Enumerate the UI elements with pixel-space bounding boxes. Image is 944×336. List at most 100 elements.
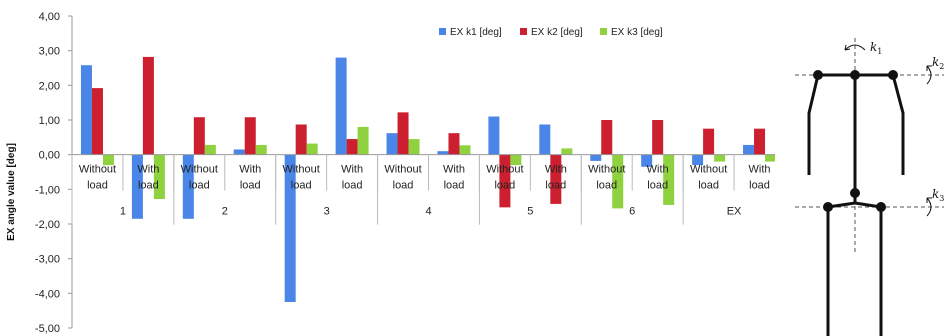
- bar-3-11: [612, 154, 624, 209]
- k2-label: k2: [932, 55, 944, 71]
- bar-chart: 4,00 3,00 2,00 1,00 0,00 -1,00 -2,00 -3,00 -4,00…: [6, 11, 775, 335]
- bar-3-1: [102, 154, 114, 166]
- bar-2-10: [550, 154, 562, 204]
- bar-1-9: [488, 116, 500, 155]
- category-label: With: [647, 164, 669, 176]
- category-label: load: [393, 180, 414, 192]
- bar-2-5: [295, 124, 307, 155]
- y-tick-label: 1,00: [39, 115, 60, 127]
- y-tick-label: 2,00: [39, 80, 60, 92]
- category-label: Without: [283, 164, 320, 176]
- category-label: With: [545, 164, 567, 176]
- category-label: Without: [79, 164, 116, 176]
- bar-3-3: [204, 144, 216, 155]
- k3-arrow-head: [926, 197, 932, 203]
- bar-2-13: [703, 128, 715, 155]
- bar-3-10: [561, 148, 573, 155]
- group-label: 4: [425, 206, 431, 218]
- bar-2-4: [244, 117, 256, 155]
- legend-label-1: EX k1 [deg]: [450, 27, 502, 38]
- bar-1-7: [386, 133, 398, 155]
- bar-2-12: [652, 120, 664, 155]
- right-arm: [891, 74, 905, 175]
- category-label: With: [239, 164, 261, 176]
- bar-2-8: [448, 133, 460, 155]
- group-label: 6: [629, 206, 635, 218]
- y-tick-label: -3,00: [35, 254, 60, 266]
- category-label: load: [698, 180, 719, 192]
- category-label: load: [291, 180, 312, 192]
- y-tick-label: 4,00: [39, 11, 60, 23]
- lower-spine-joint: [850, 188, 860, 198]
- y-tick-label: 0,00: [39, 150, 60, 162]
- category-label: load: [647, 180, 668, 192]
- k1-rotation-arrow: [844, 44, 866, 51]
- category-label: With: [341, 164, 363, 176]
- bar-1-1: [80, 65, 92, 155]
- category-label: Without: [690, 164, 727, 176]
- category-label: load: [749, 180, 770, 192]
- legend-label-3: EX k3 [deg]: [611, 27, 663, 38]
- category-label: With: [443, 164, 465, 176]
- bar-3-9: [510, 154, 522, 166]
- y-tick-label: -2,00: [35, 219, 60, 231]
- bar-1-2: [131, 154, 143, 219]
- category-label: load: [189, 180, 210, 192]
- category-label: With: [137, 164, 159, 176]
- legend-swatch-1: [439, 28, 446, 35]
- bar-1-6: [335, 57, 347, 155]
- category-label: load: [545, 180, 566, 192]
- bar-3-13: [714, 154, 726, 162]
- bar-2-7: [397, 112, 409, 155]
- y-tick-label: 3,00: [39, 46, 60, 58]
- left-arm: [807, 74, 820, 175]
- bar-1-13: [692, 154, 704, 166]
- k3-rotation-arrow: [926, 197, 932, 217]
- skeleton-figure: k1 k2 k3: [795, 38, 944, 336]
- bar-3-7: [408, 139, 420, 155]
- bar-1-14: [743, 144, 755, 155]
- category-labels: Without load With load 1 Without load With load 2…: [71, 154, 771, 225]
- k2-arrow-head: [926, 65, 932, 71]
- bar-1-5: [284, 154, 296, 302]
- category-label: load: [596, 180, 617, 192]
- bar-3-12: [663, 154, 675, 205]
- k2-rotation-arrow: [926, 65, 932, 85]
- neck-joint: [850, 70, 860, 80]
- right-shoulder-joint: [888, 70, 898, 80]
- y-axis-ticks: 4,00 3,00 2,00 1,00 0,00 -1,00 -2,00 -3,00 -4,00…: [35, 11, 72, 335]
- category-label: load: [138, 180, 159, 192]
- bar-2-1: [91, 88, 103, 155]
- category-label: load: [240, 180, 261, 192]
- bar-1-8: [437, 151, 449, 155]
- bar-3-14: [765, 154, 775, 162]
- y-tick-label: -5,00: [35, 323, 60, 335]
- bar-1-12: [641, 154, 653, 167]
- bar-2-6: [346, 139, 358, 155]
- k1-label: k1: [870, 40, 882, 56]
- category-label: Without: [181, 164, 218, 176]
- legend-label-2: EX k2 [deg]: [531, 27, 583, 38]
- bar-1-11: [590, 154, 602, 161]
- bar-3-2: [153, 154, 165, 200]
- legend-swatch-2: [520, 28, 527, 35]
- bar-3-6: [357, 126, 369, 155]
- bar-3-8: [459, 145, 471, 155]
- y-tick-label: -1,00: [35, 184, 60, 196]
- y-axis-label: EX angle value [deg]: [6, 143, 17, 241]
- category-label: Without: [486, 164, 523, 176]
- category-label: load: [444, 180, 465, 192]
- k1-arrow-head: [844, 44, 851, 51]
- category-label: load: [87, 180, 108, 192]
- category-label: load: [342, 180, 363, 192]
- bar-2-2: [142, 56, 154, 155]
- category-label: Without: [588, 164, 625, 176]
- group-label: 1: [120, 206, 126, 218]
- legend: EX k1 [deg] EX k2 [deg] EX k3 [deg]: [439, 27, 663, 38]
- group-label: 2: [222, 206, 228, 218]
- bar-2-9: [499, 154, 511, 208]
- bar-1-10: [539, 124, 551, 155]
- left-shoulder-joint: [813, 70, 823, 80]
- left-hip-joint: [823, 202, 833, 212]
- bar-2-3: [193, 117, 205, 155]
